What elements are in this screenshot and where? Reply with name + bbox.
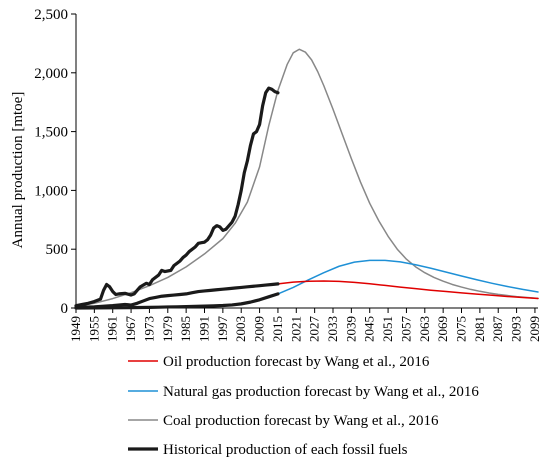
x-tick-label: 2003 — [233, 316, 248, 342]
x-tick-label: 2009 — [252, 316, 267, 342]
y-axis-title: Annual production [mtoe] — [10, 92, 26, 249]
legend-label: Coal production forecast by Wang et al.,… — [163, 413, 439, 429]
x-tick-label: 1949 — [68, 316, 83, 342]
x-tick-label: 1973 — [141, 316, 156, 342]
series-line — [277, 259, 539, 295]
x-tick-label: 2045 — [362, 316, 377, 342]
x-tick-label: 2093 — [509, 316, 524, 342]
series-lines — [74, 48, 539, 310]
x-tick-label: 1997 — [215, 316, 230, 343]
x-tick-label: 2027 — [307, 316, 322, 343]
legend: Oil production forecast by Wang et al., … — [128, 354, 479, 458]
x-tick-label: 1985 — [178, 316, 193, 342]
legend-label: Oil production forecast by Wang et al., … — [163, 354, 430, 370]
x-tick-label: 2051 — [380, 316, 395, 342]
x-tick-label: 2087 — [490, 316, 505, 343]
x-tick-label: 2063 — [417, 316, 432, 342]
series-line — [74, 86, 280, 308]
x-tick-label: 2021 — [288, 316, 303, 342]
y-tick-label: 1,500 — [34, 125, 68, 141]
x-tick-label: 2081 — [472, 316, 487, 342]
x-tick-label: 2039 — [343, 316, 358, 342]
x-tick-label: 2069 — [435, 316, 450, 342]
series-line — [75, 48, 539, 307]
series-line — [74, 292, 280, 310]
y-tick-label: 1,000 — [34, 183, 68, 199]
x-tick-label: 1979 — [160, 316, 175, 342]
x-tick-label: 2075 — [454, 316, 469, 342]
x-tick-label: 1967 — [123, 316, 138, 343]
x-tick-label: 1955 — [86, 316, 101, 342]
x-tick-label: 2057 — [398, 316, 413, 343]
y-tick-label: 500 — [46, 242, 69, 258]
y-tick-label: 2,500 — [34, 7, 68, 23]
y-tick-label: 2,000 — [34, 66, 68, 82]
series-line — [277, 280, 539, 300]
x-tick-label: 2033 — [325, 316, 340, 342]
x-tick-label: 2015 — [270, 316, 285, 342]
series-line — [74, 282, 280, 310]
y-tick-label: 0 — [61, 301, 69, 317]
x-tick-label: 1991 — [197, 316, 212, 342]
legend-label: Natural gas production forecast by Wang … — [163, 384, 479, 400]
legend-label: Historical production of each fossil fue… — [163, 442, 408, 458]
axes: 0 500 1,000 1,500 2,000 2,500 1949 1955 1961 1967… — [34, 7, 542, 342]
x-tick-label: 1961 — [105, 316, 120, 342]
x-tick-label: 2099 — [527, 316, 542, 342]
